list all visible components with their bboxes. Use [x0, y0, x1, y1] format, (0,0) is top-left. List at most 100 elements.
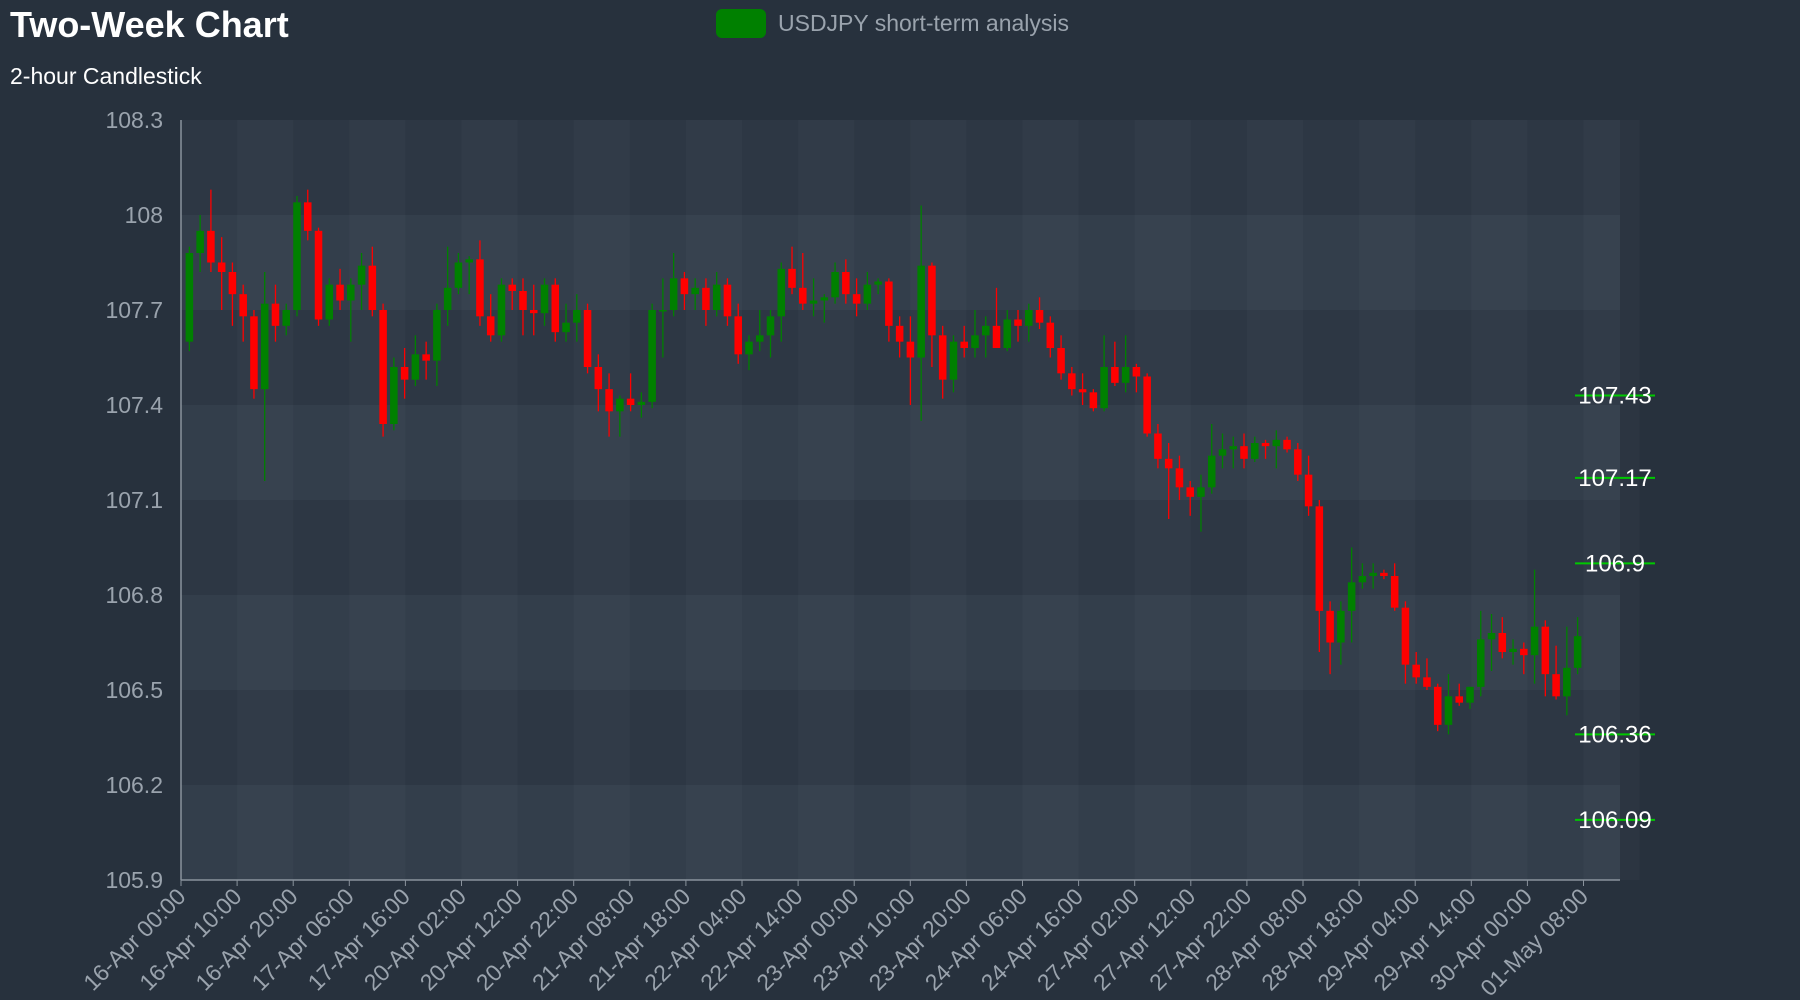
candle-body[interactable]: [992, 325, 1001, 348]
candle-body[interactable]: [196, 230, 204, 253]
candle-body[interactable]: [734, 316, 742, 355]
candle-body[interactable]: [906, 341, 915, 358]
candle-body[interactable]: [1218, 449, 1227, 456]
candle-body[interactable]: [293, 202, 301, 310]
candle-body[interactable]: [1326, 610, 1334, 643]
candle-body[interactable]: [540, 284, 549, 314]
candle-body[interactable]: [831, 272, 839, 298]
candle-body[interactable]: [874, 281, 882, 285]
candle-body[interactable]: [250, 316, 258, 390]
candle-body[interactable]: [799, 287, 807, 304]
candle-body[interactable]: [1520, 648, 1528, 656]
candle-body[interactable]: [433, 310, 441, 361]
candle-body[interactable]: [766, 316, 775, 336]
candle-body[interactable]: [885, 281, 893, 326]
candle-body[interactable]: [1487, 633, 1496, 640]
candle-body[interactable]: [1025, 310, 1033, 326]
candle-body[interactable]: [1509, 648, 1517, 652]
candle-body[interactable]: [863, 284, 872, 304]
candle-body[interactable]: [379, 310, 387, 424]
candle-body[interactable]: [842, 272, 850, 295]
candle-body[interactable]: [723, 284, 732, 317]
candle-body[interactable]: [551, 284, 560, 333]
candle-body[interactable]: [691, 287, 699, 295]
candle-body[interactable]: [314, 230, 323, 320]
candle-body[interactable]: [938, 335, 947, 380]
legend[interactable]: USDJPY short-term analysis: [716, 9, 1069, 38]
candle-body[interactable]: [1046, 322, 1055, 348]
candle-body[interactable]: [357, 265, 366, 285]
candle-body[interactable]: [1035, 310, 1044, 323]
candle-body[interactable]: [1143, 376, 1151, 434]
candle-body[interactable]: [1369, 572, 1377, 576]
candle-body[interactable]: [1207, 455, 1216, 488]
candle-body[interactable]: [1003, 319, 1012, 349]
candle-body[interactable]: [1337, 610, 1345, 643]
candle-body[interactable]: [1132, 367, 1141, 377]
candle-body[interactable]: [1530, 626, 1539, 656]
candle-body[interactable]: [659, 310, 667, 312]
candle-body[interactable]: [1272, 439, 1281, 447]
candle-body[interactable]: [820, 297, 829, 301]
candle-body[interactable]: [1186, 487, 1194, 497]
candle-body[interactable]: [1261, 443, 1270, 447]
candle-body[interactable]: [1068, 373, 1076, 390]
candle-body[interactable]: [917, 265, 925, 358]
candle-body[interactable]: [1563, 667, 1571, 697]
candle-body[interactable]: [981, 325, 990, 336]
candle-body[interactable]: [282, 310, 291, 326]
candle-body[interactable]: [1552, 674, 1560, 697]
candle-body[interactable]: [755, 335, 764, 342]
candle-body[interactable]: [680, 278, 689, 295]
candle-body[interactable]: [745, 341, 753, 355]
candle-body[interactable]: [928, 265, 936, 336]
candle-body[interactable]: [809, 300, 818, 304]
candle-body[interactable]: [400, 367, 409, 380]
candle-body[interactable]: [443, 287, 452, 310]
candle-body[interactable]: [605, 389, 613, 412]
candle-body[interactable]: [1175, 468, 1184, 488]
candle-body[interactable]: [1089, 392, 1098, 409]
candle-body[interactable]: [616, 398, 624, 412]
candle-body[interactable]: [1240, 446, 1248, 459]
candle-body[interactable]: [347, 284, 355, 301]
candle-body[interactable]: [239, 294, 247, 317]
candle-body[interactable]: [1444, 696, 1453, 725]
candle-body[interactable]: [1014, 319, 1022, 326]
candle-body[interactable]: [1229, 446, 1238, 450]
candle-body[interactable]: [1294, 449, 1302, 475]
candle-body[interactable]: [1476, 639, 1485, 687]
candle-body[interactable]: [1541, 626, 1550, 675]
candle-body[interactable]: [1057, 348, 1065, 374]
candle-body[interactable]: [454, 262, 463, 288]
candle-body[interactable]: [1466, 686, 1474, 703]
candle-body[interactable]: [519, 291, 527, 310]
candle-body[interactable]: [669, 278, 678, 310]
candle-body[interactable]: [971, 335, 979, 348]
candle-body[interactable]: [1498, 633, 1507, 652]
candle-body[interactable]: [626, 398, 635, 405]
candle-body[interactable]: [702, 287, 710, 310]
candle-body[interactable]: [1197, 487, 1205, 497]
candle-body[interactable]: [562, 322, 570, 333]
candle-body[interactable]: [583, 310, 592, 367]
candle-body[interactable]: [895, 325, 904, 342]
candle-body[interactable]: [411, 354, 420, 380]
candle-body[interactable]: [1283, 439, 1291, 450]
candle-body[interactable]: [960, 341, 968, 348]
candle-body[interactable]: [303, 202, 312, 231]
candle-body[interactable]: [325, 284, 334, 320]
candle-body[interactable]: [497, 284, 506, 336]
candle-body[interactable]: [207, 230, 215, 263]
candle-body[interactable]: [1164, 458, 1173, 469]
candle-body[interactable]: [1304, 474, 1313, 507]
candle-body[interactable]: [1380, 572, 1388, 576]
candle-body[interactable]: [788, 268, 796, 288]
candle-body[interactable]: [1154, 433, 1162, 459]
candle-body[interactable]: [529, 310, 538, 314]
candle-body[interactable]: [368, 265, 377, 310]
candle-body[interactable]: [1412, 664, 1420, 678]
candle-body[interactable]: [228, 272, 237, 295]
candle-body[interactable]: [422, 354, 430, 361]
candle-body[interactable]: [336, 284, 344, 301]
